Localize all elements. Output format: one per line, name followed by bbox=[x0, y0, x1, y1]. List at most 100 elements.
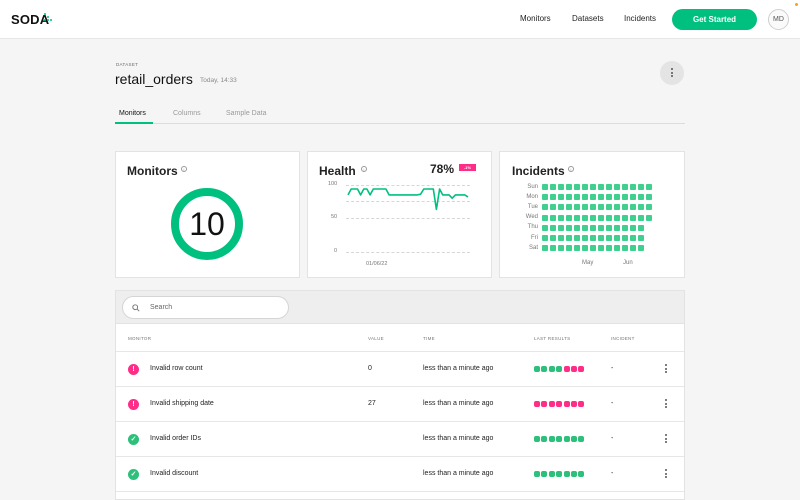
column-header-monitor: MONITOR bbox=[128, 336, 152, 341]
tab-monitors[interactable]: Monitors bbox=[119, 110, 146, 117]
result-pass bbox=[563, 436, 570, 442]
monitors-table: Search MONITOR VALUE TIME LAST RESULTS I… bbox=[115, 290, 685, 500]
day-label: Mon bbox=[526, 193, 538, 200]
result-fail bbox=[534, 401, 540, 407]
more-vertical-icon[interactable] bbox=[665, 434, 667, 445]
day-label: Sat bbox=[528, 244, 538, 251]
table-row[interactable]: ! Invalid shipping date 27 less than a minu… bbox=[116, 387, 684, 422]
more-vertical-icon[interactable] bbox=[665, 364, 667, 375]
heatmap-row bbox=[542, 204, 654, 211]
monitor-time: less than a minute ago bbox=[423, 435, 494, 442]
nav-datasets[interactable]: Datasets bbox=[572, 14, 604, 23]
heatmap-cell bbox=[550, 194, 556, 201]
heatmap-cell bbox=[582, 245, 588, 252]
heatmap-cell bbox=[582, 214, 588, 221]
more-vertical-icon bbox=[671, 68, 673, 79]
monitors-card[interactable]: Monitors i 10 bbox=[115, 151, 300, 278]
monitor-name[interactable]: Invalid discount bbox=[150, 470, 199, 477]
result-pass bbox=[548, 436, 555, 442]
monitor-name[interactable]: Invalid order IDs bbox=[150, 435, 201, 442]
health-change-badge: -1% bbox=[459, 164, 476, 171]
heatmap-cell bbox=[622, 214, 628, 221]
soda-logo[interactable]: SODA bbox=[11, 12, 50, 27]
x-tick-date: 01/06/22 bbox=[366, 261, 388, 267]
health-series-line bbox=[347, 188, 469, 211]
heatmap-cell bbox=[550, 214, 556, 221]
dataset-menu-button[interactable] bbox=[660, 61, 684, 85]
incident-value: - bbox=[611, 470, 614, 477]
result-pass bbox=[570, 471, 577, 477]
nav-incidents[interactable]: Incidents bbox=[624, 14, 657, 23]
heatmap-cell bbox=[590, 224, 596, 231]
user-avatar[interactable]: MD bbox=[768, 9, 789, 30]
more-vertical-icon[interactable] bbox=[665, 469, 667, 480]
heatmap-cell bbox=[582, 204, 588, 211]
heatmap-cell bbox=[598, 204, 604, 211]
heatmap-cell bbox=[630, 214, 636, 221]
heatmap-cell bbox=[630, 245, 636, 252]
monitor-name[interactable]: Invalid shipping date bbox=[150, 400, 214, 407]
notification-dot bbox=[795, 3, 798, 6]
incidents-card[interactable]: Incidents i Sun Mon Tue Wed Thu Fri Sat May Ju… bbox=[499, 151, 685, 278]
get-started-button[interactable]: Get Started bbox=[672, 9, 757, 30]
monitors-donut: 10 bbox=[171, 188, 243, 260]
heatmap-cell bbox=[622, 194, 628, 201]
result-pass bbox=[541, 366, 548, 372]
nav-monitors[interactable]: Monitors bbox=[520, 14, 551, 23]
gridline-75 bbox=[346, 201, 470, 202]
heatmap-cell bbox=[550, 245, 556, 252]
y-tick-100: 100 bbox=[328, 181, 338, 187]
result-pass bbox=[548, 471, 555, 477]
heatmap-row bbox=[542, 245, 646, 252]
heatmap-cell bbox=[614, 214, 620, 221]
heatmap-cell bbox=[646, 194, 652, 201]
heatmap-cell bbox=[598, 214, 604, 221]
heatmap-cell bbox=[638, 224, 644, 231]
heatmap-cell bbox=[558, 235, 564, 241]
heatmap-cell bbox=[606, 184, 612, 190]
table-row[interactable]: ! Invalid row count 0 less than a minute ag… bbox=[116, 352, 684, 387]
search-input[interactable]: Search bbox=[122, 296, 289, 319]
heatmap-cell bbox=[614, 194, 620, 201]
day-label: Sun bbox=[527, 183, 538, 190]
tab-columns[interactable]: Columns bbox=[173, 110, 201, 117]
result-pass bbox=[556, 436, 563, 442]
heatmap-cell bbox=[614, 184, 620, 190]
table-row[interactable]: ✓ Invalid order IDs less than a minute ago… bbox=[116, 422, 684, 457]
heatmap-cell bbox=[606, 224, 612, 231]
alert-status-icon: ! bbox=[128, 399, 139, 410]
result-pass bbox=[556, 366, 563, 372]
heatmap-cell bbox=[550, 235, 556, 241]
dataset-timestamp: Today, 14:33 bbox=[200, 77, 237, 84]
result-pass bbox=[578, 436, 585, 442]
heatmap-cell bbox=[606, 204, 612, 211]
tab-sample-data[interactable]: Sample Data bbox=[226, 110, 267, 117]
monitor-time: less than a minute ago bbox=[423, 470, 494, 477]
heatmap-cell bbox=[598, 235, 604, 241]
incident-value: - bbox=[611, 400, 614, 407]
incidents-card-title: Incidents bbox=[512, 164, 565, 178]
result-pass bbox=[578, 471, 585, 477]
result-pass bbox=[541, 436, 548, 442]
monitor-name[interactable]: Invalid row count bbox=[150, 365, 203, 372]
heatmap-cell bbox=[646, 204, 652, 211]
heatmap-cell bbox=[566, 204, 572, 211]
health-card[interactable]: Health i 78% -1% 100 50 0 01/06/22 bbox=[307, 151, 492, 278]
table-row[interactable]: ✓ Invalid discount less than a minute ago - bbox=[116, 457, 684, 492]
heatmap-cell bbox=[622, 235, 628, 241]
column-header-last-results: LAST RESULTS bbox=[534, 336, 571, 341]
heatmap-cell bbox=[614, 235, 620, 241]
info-icon: i bbox=[568, 166, 574, 172]
heatmap-cell bbox=[598, 194, 604, 201]
heatmap-cell bbox=[582, 224, 588, 231]
logo-dots-icon bbox=[44, 13, 52, 23]
heatmap-cell bbox=[574, 224, 580, 231]
result-fail bbox=[570, 366, 577, 372]
y-tick-0: 0 bbox=[334, 248, 338, 254]
heatmap-cell bbox=[590, 235, 596, 241]
more-vertical-icon[interactable] bbox=[665, 399, 667, 410]
monitors-card-title: Monitors bbox=[127, 164, 178, 178]
search-icon bbox=[132, 304, 140, 312]
heatmap-cell bbox=[630, 194, 636, 201]
heatmap-cell bbox=[582, 194, 588, 201]
